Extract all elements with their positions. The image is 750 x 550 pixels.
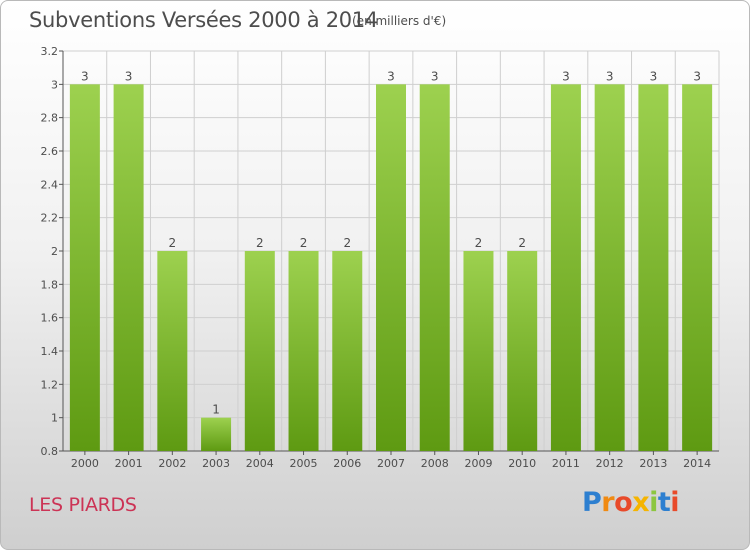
y-tick-label: 1.6 — [41, 312, 59, 325]
chart-title: Subventions Versées 2000 à 2014 — [29, 8, 378, 32]
y-tick-label: 3.2 — [41, 45, 59, 58]
x-tick-label: 2003 — [202, 457, 230, 470]
bar — [419, 84, 450, 451]
x-tick-label: 2007 — [377, 457, 405, 470]
bar — [376, 84, 406, 451]
bar-value-label: 2 — [518, 236, 526, 250]
bar-value-label: 3 — [125, 69, 133, 83]
labels: 0.8 1 1.2 1.4 1.6 1.8 2 2.2 2.4 2.6 2.8 3 3.2 3 2000 3 2… — [41, 45, 712, 470]
logo-letter: P — [582, 487, 602, 518]
y-tick-label: 1.4 — [41, 345, 59, 358]
bar-value-label: 3 — [606, 69, 614, 83]
bar — [113, 84, 144, 451]
logo-letter: x — [632, 487, 650, 518]
bar — [594, 84, 625, 451]
commune-name: LES PIARDS — [29, 494, 137, 516]
bar-value-label: 3 — [693, 69, 701, 83]
bar-value-label: 3 — [562, 69, 570, 83]
x-tick-label: 2001 — [115, 457, 143, 470]
x-tick-label: 2005 — [290, 457, 318, 470]
bar — [463, 251, 494, 451]
y-tick-label: 2 — [51, 245, 58, 258]
x-tick-label: 2008 — [421, 457, 449, 470]
bar — [201, 417, 232, 451]
bar-value-label: 3 — [387, 69, 395, 83]
y-tick-label: 0.8 — [41, 445, 59, 458]
x-tick-label: 2012 — [596, 457, 624, 470]
y-tick-label: 2.2 — [41, 212, 59, 225]
bar-value-label: 2 — [343, 236, 351, 250]
x-tick-label: 2014 — [683, 457, 711, 470]
bar — [638, 84, 669, 451]
x-tick-label: 2000 — [71, 457, 99, 470]
proxiti-logo[interactable]: Proxiti — [582, 487, 680, 518]
bar-value-label: 1 — [212, 403, 220, 417]
y-tick-label: 3 — [51, 78, 58, 91]
logo-letter: i — [649, 487, 658, 518]
bar — [288, 251, 319, 451]
bar — [682, 84, 713, 451]
chart-unit-note: (en milliers d'€) — [352, 14, 447, 28]
x-tick-label: 2010 — [508, 457, 536, 470]
bar-value-label: 2 — [475, 236, 483, 250]
y-tick-label: 1.2 — [41, 378, 59, 391]
bars — [69, 84, 713, 451]
bar — [332, 251, 363, 451]
y-tick-label: 2.6 — [41, 145, 59, 158]
x-tick-label: 2002 — [158, 457, 186, 470]
bar-value-label: 2 — [300, 236, 308, 250]
x-tick-label: 2004 — [246, 457, 274, 470]
logo-letter: i — [670, 487, 680, 518]
x-tick-label: 2011 — [552, 457, 580, 470]
bar — [69, 84, 100, 451]
bar — [157, 251, 188, 451]
bar-value-label: 2 — [256, 236, 264, 250]
logo-letter: r — [601, 487, 615, 518]
bar — [244, 251, 275, 451]
x-tick-label: 2006 — [333, 457, 361, 470]
y-tick-label: 2.4 — [41, 178, 59, 191]
bar — [507, 251, 538, 451]
logo-letter: o — [614, 487, 633, 518]
x-tick-label: 2009 — [464, 457, 492, 470]
bar-value-label: 3 — [431, 69, 439, 83]
bar-value-label: 3 — [650, 69, 658, 83]
y-tick-label: 1.8 — [41, 278, 59, 291]
bar — [550, 84, 581, 451]
x-tick-label: 2013 — [639, 457, 667, 470]
bar-value-label: 3 — [81, 69, 89, 83]
y-tick-label: 2.8 — [41, 112, 59, 125]
bar-value-label: 2 — [169, 236, 177, 250]
logo-letter: t — [657, 487, 671, 518]
y-tick-label: 1 — [51, 412, 58, 425]
